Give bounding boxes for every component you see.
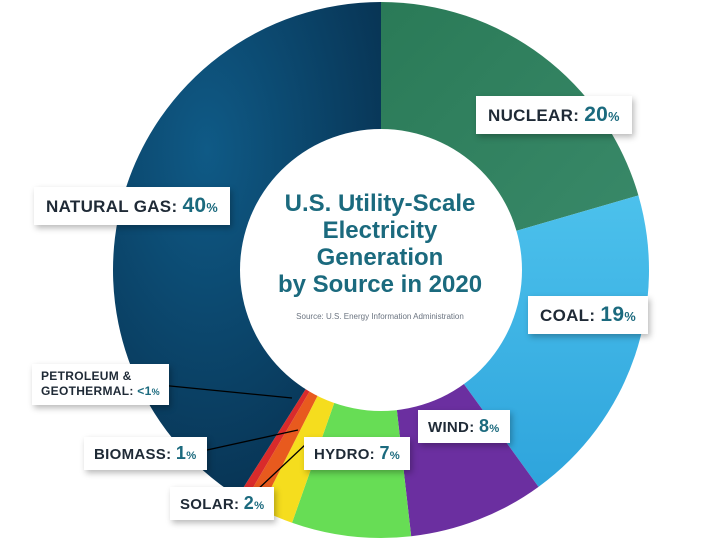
label-wind-name: WIND: xyxy=(428,419,475,436)
donut-hole xyxy=(240,129,522,411)
title-line-4: by Source in 2020 xyxy=(277,271,483,298)
label-solar-value: 2 xyxy=(243,493,255,513)
label-hydro: HYDRO: 7% xyxy=(304,437,411,470)
leader-line-biomass xyxy=(197,429,299,453)
label-coal-value: 19 xyxy=(600,303,625,326)
chart-source: Source: U.S. Energy Information Administ… xyxy=(296,312,464,321)
title-line-3: Generation xyxy=(316,244,444,271)
label-biomass: BIOMASS: 1% xyxy=(84,437,207,470)
percent-sign: % xyxy=(389,450,401,462)
label-petroleum-line1: PETROLEUM & xyxy=(41,369,132,383)
label-solar: SOLAR: 2% xyxy=(170,487,275,520)
label-wind-value: 8 xyxy=(478,416,490,436)
leader-line-solar xyxy=(254,443,307,493)
label-petroleum-line2: GEOTHERMAL: xyxy=(41,384,134,398)
label-biomass-value: 1 xyxy=(175,443,187,463)
label-natural-gas-name: NATURAL GAS: xyxy=(46,197,178,216)
label-coal: COAL: 19% xyxy=(528,296,648,334)
label-wind: WIND: 8% xyxy=(418,410,510,443)
title-line-1: U.S. Utility-Scale xyxy=(284,190,476,217)
label-natural-gas: NATURAL GAS: 40% xyxy=(34,187,231,225)
label-biomass-name: BIOMASS: xyxy=(94,446,172,463)
label-nuclear-value: 20 xyxy=(584,103,609,126)
label-petroleum-geothermal: PETROLEUM & GEOTHERMAL: <1% xyxy=(32,364,169,405)
label-petroleum-value: <1 xyxy=(137,384,152,398)
percent-sign: % xyxy=(489,423,500,435)
percent-sign: % xyxy=(624,309,636,324)
chart-title: U.S. Utility-Scale Electricity Generatio… xyxy=(258,190,502,298)
percent-sign: % xyxy=(151,387,160,397)
leader-line-petroleum xyxy=(159,384,293,399)
percent-sign: % xyxy=(206,200,219,215)
title-line-2: Electricity xyxy=(322,217,438,244)
percent-sign: % xyxy=(186,450,197,462)
label-nuclear: NUCLEAR: 20% xyxy=(476,96,632,134)
label-hydro-value: 7 xyxy=(379,443,390,463)
label-hydro-name: HYDRO: xyxy=(314,446,375,463)
label-solar-name: SOLAR: xyxy=(180,496,240,513)
label-natural-gas-value: 40 xyxy=(182,194,207,217)
label-coal-name: COAL: xyxy=(540,306,596,325)
percent-sign: % xyxy=(254,500,265,512)
percent-sign: % xyxy=(608,109,620,124)
label-nuclear-name: NUCLEAR: xyxy=(488,106,580,125)
leader-lines xyxy=(159,384,307,493)
